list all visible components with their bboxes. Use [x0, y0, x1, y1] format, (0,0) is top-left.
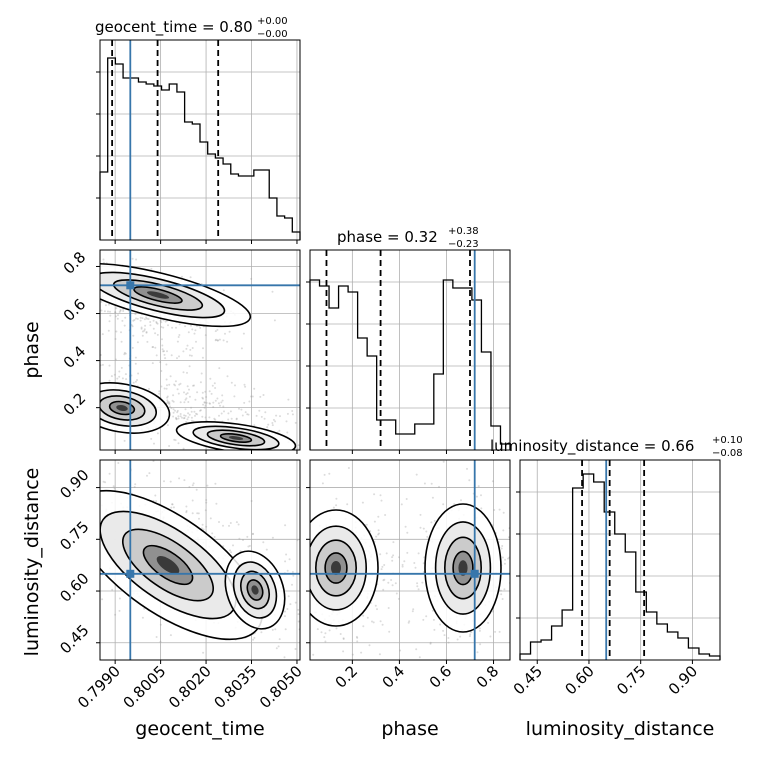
- contour-dist-geocent-main: [100, 489, 264, 641]
- title-dist-plus: +0.10: [712, 435, 743, 446]
- title-dist-minus: −0.08: [712, 448, 743, 459]
- truth-marker: [126, 569, 135, 578]
- ytick-label-phase: 0.6: [60, 295, 90, 325]
- xlabel-geocent: geocent_time: [135, 718, 264, 740]
- ytick-label-luminosity_distance: 0.90: [56, 466, 92, 502]
- xtick-label-geocent_time: 0.8005: [120, 662, 170, 712]
- panel-dist-vs-geocent: [99, 459, 301, 661]
- title-dist: luminosity_distance = 0.66 +0.10 −0.08: [490, 435, 743, 459]
- contour-dist-geocent-tail: [224, 550, 286, 630]
- title-phase-minus: −0.23: [448, 239, 479, 250]
- title-geocent-main: geocent_time = 0.80: [95, 18, 253, 37]
- xtick-label-phase: 0.4: [379, 662, 409, 692]
- ytick-label-luminosity_distance: 0.75: [56, 518, 92, 554]
- ytick-label-luminosity_distance: 0.45: [56, 621, 92, 657]
- panel-dist-hist: [519, 459, 721, 661]
- hist-geocent_time: [99, 57, 301, 240]
- title-geocent-minus: −0.00: [257, 29, 288, 40]
- xtick-label-phase: 0.8: [473, 662, 503, 692]
- xtick-label-geocent_time: 0.7990: [74, 662, 124, 712]
- ytick-label-luminosity_distance: 0.60: [56, 569, 92, 605]
- panel-phase-hist: [309, 249, 511, 451]
- contour-dist-phase-left: [310, 509, 379, 627]
- marginal-histograms: [99, 40, 721, 660]
- ytick-label-phase: 0.8: [60, 248, 90, 278]
- scatter-phase-geocent-lower: [100, 328, 300, 450]
- contour-phase-geocent-lower-left: [100, 382, 171, 434]
- truth-marker: [126, 281, 135, 290]
- xtick-label-phase: 0.6: [426, 662, 456, 692]
- truth-markers: [100, 40, 608, 660]
- title-phase: phase = 0.32 +0.38 −0.23: [337, 226, 479, 250]
- title-geocent-plus: +0.00: [257, 16, 288, 27]
- contour-phase-geocent-lower-right: [175, 421, 297, 450]
- title-geocent: geocent_time = 0.80 +0.00 −0.00: [95, 16, 288, 40]
- title-phase-plus: +0.38: [448, 226, 479, 237]
- ytick-label-phase: 0.2: [60, 389, 90, 419]
- xlabel-dist: luminosity_distance: [526, 718, 715, 740]
- contour-phase-geocent-upper: [100, 262, 252, 328]
- ylabel-dist: luminosity_distance: [21, 468, 43, 657]
- contour-dist-phase-right: [424, 503, 502, 633]
- panel-dist-vs-phase: [309, 459, 511, 661]
- hist-luminosity_distance: [519, 473, 721, 660]
- title-dist-main: luminosity_distance = 0.66: [490, 437, 694, 456]
- title-phase-main: phase = 0.32: [337, 228, 438, 246]
- xtick-label-geocent_time: 0.8050: [256, 662, 306, 712]
- panel-geocent-hist: [99, 39, 301, 241]
- axes-frames: [99, 39, 721, 661]
- xtick-label-geocent_time: 0.8035: [210, 662, 260, 712]
- xtick-label-luminosity_distance: 0.60: [561, 662, 597, 698]
- xtick-label-luminosity_distance: 0.90: [665, 662, 701, 698]
- truth-marker: [470, 569, 479, 578]
- ytick-label-phase: 0.4: [60, 342, 90, 372]
- xtick-label-luminosity_distance: 0.75: [613, 662, 649, 698]
- xtick-label-phase: 0.2: [332, 662, 362, 692]
- density-contours: [100, 262, 502, 641]
- xtick-label-luminosity_distance: 0.45: [510, 662, 546, 698]
- ylabel-phase: phase: [21, 321, 43, 378]
- xtick-label-geocent_time: 0.8020: [165, 662, 215, 712]
- panel-phase-vs-geocent: [99, 249, 301, 451]
- xlabel-phase: phase: [381, 718, 438, 740]
- hist-phase: [309, 279, 511, 450]
